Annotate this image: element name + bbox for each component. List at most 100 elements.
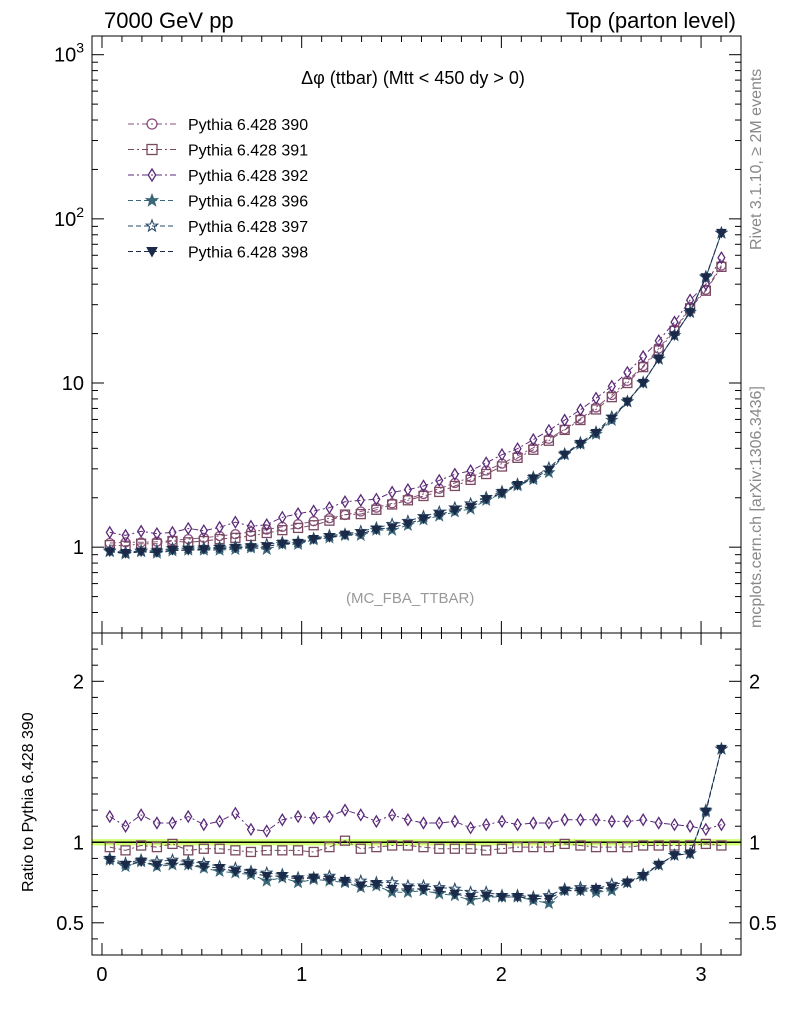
data-point	[245, 543, 257, 553]
data-point	[639, 813, 648, 827]
data-point	[465, 843, 476, 854]
data-point	[717, 817, 726, 832]
data-point	[246, 822, 256, 837]
data-point	[435, 473, 444, 488]
data-point	[372, 492, 381, 506]
data-point	[215, 814, 224, 829]
data-point	[512, 892, 523, 903]
data-point	[606, 841, 617, 853]
data-point	[278, 813, 287, 827]
data-point	[685, 819, 695, 833]
legend-item: Pythia 6.428 397	[128, 218, 308, 236]
data-point	[653, 354, 665, 365]
data-point	[277, 845, 288, 856]
data-point	[308, 520, 319, 531]
data-point	[543, 894, 555, 905]
x-tick-label: 1	[296, 964, 307, 986]
data-point	[261, 872, 273, 882]
header-process: Top (parton level)	[566, 8, 736, 33]
data-point	[606, 883, 618, 893]
data-point	[482, 456, 491, 470]
data-point	[292, 522, 304, 534]
data-point	[386, 499, 398, 510]
data-point	[293, 506, 303, 521]
data-point	[433, 886, 445, 897]
plot-title: Δφ (ttbar) (Mtt < 450 dy > 0)	[301, 68, 525, 88]
data-point	[339, 530, 351, 541]
data-point	[543, 465, 555, 476]
data-point	[700, 273, 712, 283]
data-point	[669, 331, 680, 341]
data-point	[276, 872, 288, 882]
ratio-series-5	[104, 744, 727, 905]
data-point	[419, 479, 428, 493]
ratio-line	[109, 748, 722, 898]
legend-label: Pythia 6.428 397	[188, 219, 308, 236]
data-point	[637, 378, 649, 389]
data-point	[653, 840, 664, 851]
data-point	[198, 843, 209, 854]
data-point	[701, 822, 710, 837]
data-point	[261, 542, 273, 552]
data-point	[356, 808, 365, 822]
data-point	[418, 514, 429, 525]
series-line	[109, 232, 722, 555]
data-point	[214, 863, 225, 874]
data-point	[386, 884, 398, 895]
y-tick-label: 10	[62, 373, 84, 395]
legend-label: Pythia 6.428 396	[188, 194, 308, 211]
data-point	[147, 167, 157, 183]
data-point	[324, 513, 335, 524]
data-point	[559, 838, 570, 850]
data-point	[340, 495, 350, 509]
data-point	[199, 817, 208, 832]
data-point	[135, 857, 147, 868]
legend-label: Pythia 6.428 391	[188, 143, 308, 160]
data-point	[146, 247, 158, 258]
data-point	[622, 841, 633, 853]
data-point	[716, 840, 727, 851]
y-tick-label-right: 1	[749, 832, 760, 854]
series-line	[109, 265, 722, 544]
x-tick-label: 0	[96, 964, 107, 986]
series-2	[104, 261, 727, 551]
data-point	[622, 878, 633, 889]
y-tick-label: 1	[73, 832, 84, 854]
data-point	[184, 521, 193, 536]
data-point	[590, 404, 602, 415]
y-tick-label-right: 0.5	[749, 913, 777, 935]
data-point	[104, 855, 116, 866]
data-point	[449, 480, 460, 492]
data-point	[700, 807, 712, 818]
data-point	[324, 533, 335, 543]
header-energy: 7000 GeV pp	[104, 8, 234, 33]
ratio-frame	[91, 632, 742, 956]
ratio-series-2	[105, 803, 726, 838]
ratio-series-1	[104, 835, 727, 858]
data-point	[590, 841, 602, 853]
data-point	[135, 840, 147, 851]
data-point	[402, 519, 414, 530]
data-point	[654, 816, 663, 830]
data-point	[182, 545, 194, 556]
data-point	[355, 881, 367, 892]
data-point	[292, 538, 304, 549]
data-point	[151, 841, 163, 853]
data-point	[496, 461, 508, 472]
data-point	[215, 520, 224, 535]
data-point	[496, 892, 508, 903]
data-point	[481, 845, 492, 856]
data-point	[276, 539, 288, 550]
data-point	[654, 333, 663, 348]
data-point	[182, 860, 194, 871]
legend-item: Pythia 6.428 391	[128, 143, 308, 160]
data-point	[214, 544, 225, 555]
data-point	[168, 525, 177, 540]
data-point	[527, 474, 539, 485]
data-point	[309, 504, 318, 518]
data-point	[575, 840, 586, 851]
data-point	[559, 450, 571, 461]
data-point	[245, 846, 257, 858]
data-point	[324, 841, 335, 853]
data-point	[167, 545, 178, 556]
